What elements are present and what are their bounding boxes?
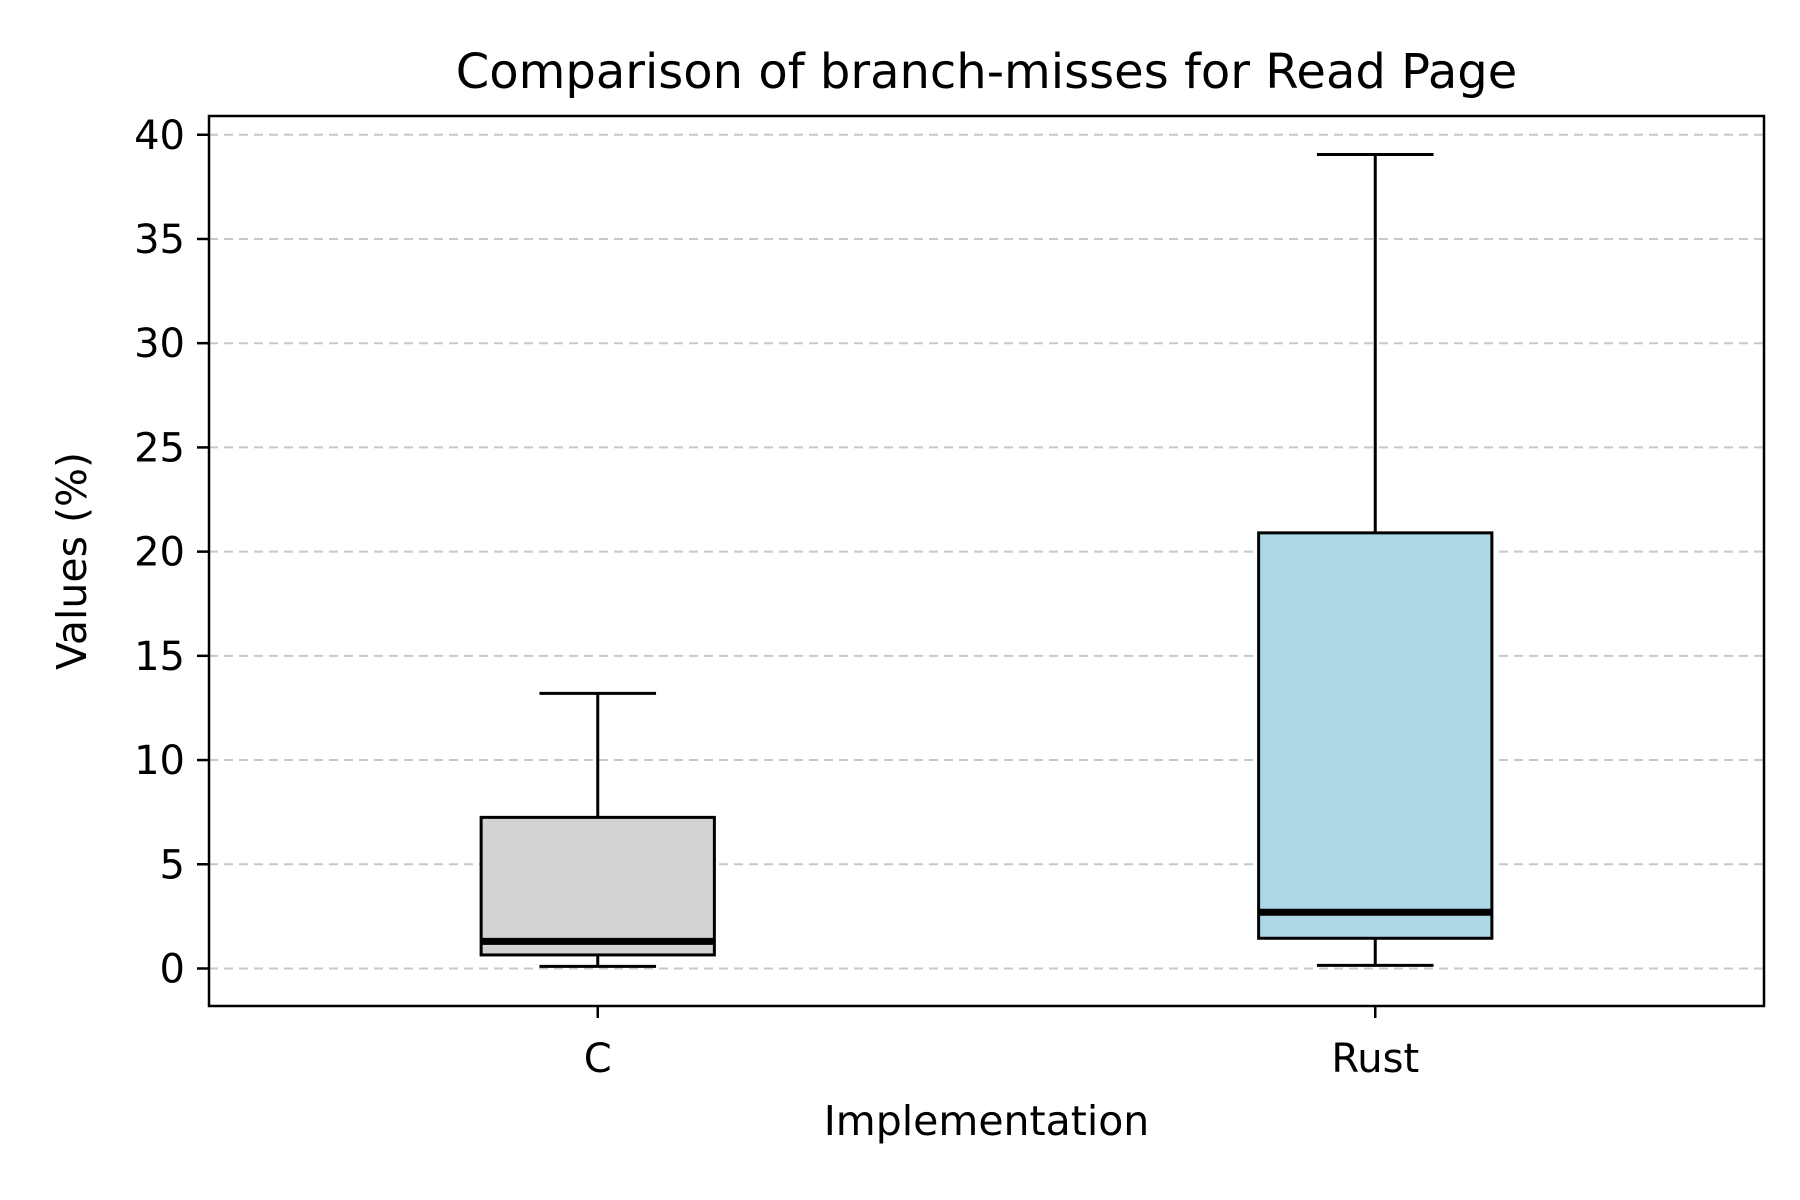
iqr-box <box>479 815 716 957</box>
x-tick-label: Rust <box>1331 1036 1419 1082</box>
box-c <box>479 691 716 968</box>
y-tick-label: 35 <box>134 217 185 263</box>
y-tick-label: 40 <box>134 113 185 159</box>
axis-ticks: 0 5 10 15 20 25 30 35 40 C Rust <box>134 113 1419 1082</box>
grid-lines <box>209 133 1764 970</box>
y-tick-label: 30 <box>134 321 185 367</box>
y-tick-label: 10 <box>134 738 185 784</box>
box-rust <box>1257 153 1494 967</box>
x-tick-label: C <box>584 1036 612 1082</box>
y-tick-label: 20 <box>134 530 185 576</box>
box-series <box>479 153 1494 968</box>
plot-frame <box>207 114 1766 1008</box>
chart-title: Comparison of branch-misses for Read Pag… <box>456 44 1518 100</box>
y-tick-label: 5 <box>160 842 185 888</box>
iqr-box <box>1257 531 1494 940</box>
y-tick-label: 0 <box>160 946 185 992</box>
x-axis-label: Implementation <box>824 1097 1150 1145</box>
y-tick-label: 15 <box>134 634 185 680</box>
y-axis-label: Values (%) <box>48 452 96 670</box>
y-tick-label: 25 <box>134 425 185 471</box>
